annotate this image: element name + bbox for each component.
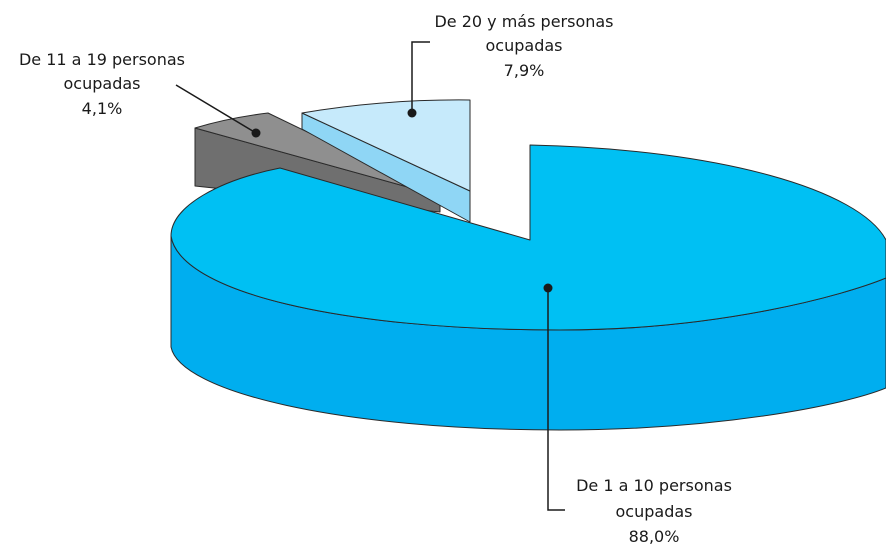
- pie-slice-20-mas: [301, 99, 471, 223]
- label-11-19-line2: ocupadas: [64, 74, 141, 93]
- label-1-10-line1: De 1 a 10 personas: [576, 476, 732, 495]
- label-11-19-value: 4,1%: [82, 99, 123, 118]
- label-20-mas-line1: De 20 y más personas: [434, 12, 613, 31]
- leader-dot-11-19: [251, 128, 261, 138]
- label-20-mas-line2: ocupadas: [486, 36, 563, 55]
- leader-line-11-19: [175, 84, 257, 134]
- label-20-mas: De 20 y más personas ocupadas 7,9%: [407, 12, 614, 118]
- leader-dot-20-mas: [407, 108, 417, 118]
- leader-line-20-mas: [411, 41, 430, 113]
- label-11-19-line1: De 11 a 19 personas: [19, 50, 185, 69]
- leader-dot-1-10: [543, 283, 553, 293]
- pie-slice-1-10-top: [170, 144, 886, 331]
- label-20-mas-value: 7,9%: [504, 61, 545, 80]
- label-1-10-value: 88,0%: [629, 527, 680, 546]
- leader-line-1-10: [547, 288, 565, 511]
- label-11-19: De 11 a 19 personas ocupadas 4,1%: [19, 50, 261, 138]
- label-1-10-line2: ocupadas: [616, 502, 693, 521]
- label-1-10: De 1 a 10 personas ocupadas 88,0%: [543, 283, 732, 546]
- pie-slice-20-mas-top: [301, 99, 471, 192]
- pie-slice-1-10: [170, 144, 886, 431]
